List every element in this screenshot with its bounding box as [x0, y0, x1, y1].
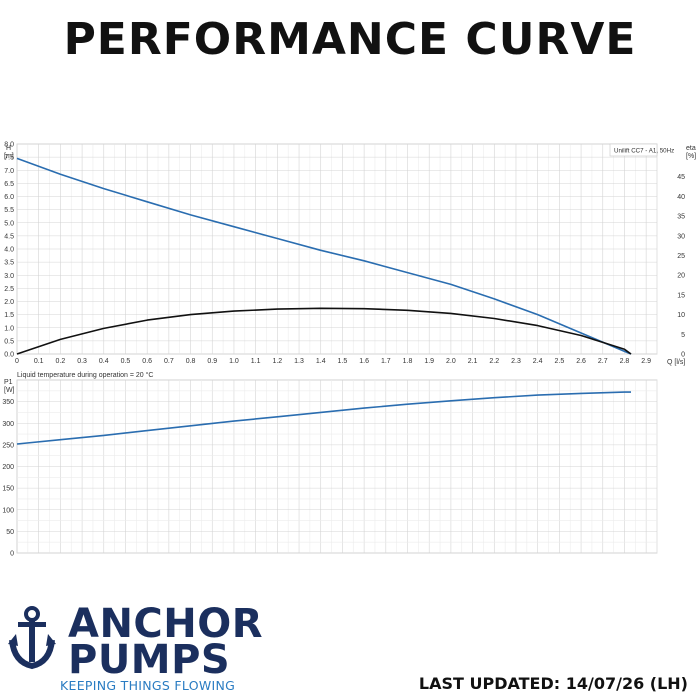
y-tick-label: 3.0 — [4, 273, 14, 280]
x-tick-label: 2.7 — [598, 358, 608, 365]
y-tick-label: 0.5 — [4, 338, 14, 345]
anchor-icon — [8, 606, 56, 670]
y-axis-label-h: H — [6, 145, 11, 152]
top-chart-series — [16, 157, 632, 355]
brand-name-line-1: ANCHOR — [68, 601, 264, 647]
x-tick-label: 0.8 — [186, 358, 196, 365]
y-tick-label: 50 — [6, 529, 14, 536]
y-tick-label: 8.0 — [4, 142, 14, 149]
x-axis-label-q: Q [l/s] — [667, 359, 685, 366]
y-tick-label: 150 — [2, 486, 14, 493]
x-tick-label: 1.1 — [251, 358, 261, 365]
x-tick-label: 1.3 — [294, 358, 304, 365]
y-axis-right-unit: [%] — [686, 153, 696, 160]
y-right-tick-label: 0 — [681, 352, 685, 359]
top-x-tick-labels: 0 0.1 0.2 0.3 0.4 0.5 0.6 0.7 0.8 0.9 1.0 1.1 1.2 1.3… — [15, 358, 651, 365]
y-right-tick-label: 15 — [677, 292, 685, 299]
x-tick-label: 0.5 — [121, 358, 131, 365]
bottom-chart-grid — [16, 380, 658, 554]
x-tick-label: 0.1 — [34, 358, 44, 365]
x-tick-label: 2.4 — [533, 358, 543, 365]
y-right-tick-label: 30 — [677, 233, 685, 240]
y-tick-label: 6.0 — [4, 194, 14, 201]
y-tick-label: 5.0 — [4, 220, 14, 227]
y-tick-label: 7.0 — [4, 168, 14, 175]
y-tick-label: 100 — [2, 507, 14, 514]
x-tick-label: 1.8 — [403, 358, 413, 365]
y-tick-label: 0 — [10, 551, 14, 558]
x-tick-label: 1.6 — [359, 358, 369, 365]
head-efficiency-chart: 0 0.1 0.2 0.3 0.4 0.5 0.6 0.7 0.8 0.9 1.0 1.1 1.2 1.3… — [4, 142, 696, 367]
y-tick-label: 3.5 — [4, 260, 14, 267]
head-curve — [16, 157, 632, 355]
y-right-tick-label: 25 — [677, 253, 685, 260]
x-tick-label: 1.2 — [272, 358, 282, 365]
y-tick-label: 7.5 — [4, 155, 14, 162]
x-tick-label: 2.0 — [446, 358, 456, 365]
anchor-pumps-logo: ANCHOR PUMPS KEEPING THINGS FLOWING — [8, 604, 263, 694]
x-tick-label: 2.9 — [641, 358, 651, 365]
x-tick-label: 1.5 — [338, 358, 348, 365]
x-tick-label: 2.2 — [489, 358, 499, 365]
power-curve — [16, 391, 631, 445]
y-tick-label: 200 — [2, 464, 14, 471]
efficiency-curve — [16, 307, 632, 355]
y-axis-unit-w: [W] — [4, 387, 15, 394]
y-axis-unit-m: [m] — [4, 153, 14, 160]
y-tick-label: 6.5 — [4, 181, 14, 188]
y-right-tick-label: 40 — [677, 194, 685, 201]
y-right-tick-label: 45 — [677, 174, 685, 181]
top-chart-grid — [16, 143, 658, 355]
y-tick-label: 4.0 — [4, 247, 14, 254]
brand-name-line-2: PUMPS — [68, 637, 231, 683]
bottom-chart-series — [16, 391, 631, 445]
last-updated-text: LAST UPDATED: 14/07/26 (LH) — [418, 674, 688, 693]
legend-box — [609, 143, 658, 157]
x-tick-label: 2.3 — [511, 358, 521, 365]
top-y-tick-labels: 0.0 0.5 1.0 1.5 2.0 2.5 3.0 3.5 4.0 4.5 5.0 5.5 6.0 6… — [4, 142, 14, 359]
y-tick-label: 5.5 — [4, 207, 14, 214]
y-axis-label-p1: P1 — [4, 379, 13, 386]
x-tick-label: 2.1 — [468, 358, 478, 365]
legend-text: Unilift CC7 - A1, 50Hz — [614, 148, 674, 155]
x-tick-label: 2.5 — [555, 358, 565, 365]
power-chart: 0 50 100 150 200 250 300 350 P1 [W] — [2, 379, 658, 558]
y-right-tick-label: 35 — [677, 214, 685, 221]
x-tick-label: 1.9 — [424, 358, 434, 365]
brand-tagline: KEEPING THINGS FLOWING — [60, 678, 236, 693]
y-tick-label: 4.5 — [4, 233, 14, 240]
y-tick-label: 300 — [2, 421, 14, 428]
y-tick-label: 250 — [2, 442, 14, 449]
y-tick-label: 2.5 — [4, 286, 14, 293]
x-tick-label: 0.6 — [142, 358, 152, 365]
x-tick-label: 0.3 — [77, 358, 87, 365]
y-axis-right-label-eta: eta — [686, 145, 696, 152]
x-tick-label: 0.4 — [99, 358, 109, 365]
x-tick-label: 0.9 — [207, 358, 217, 365]
y-tick-label: 1.0 — [4, 325, 14, 332]
y-tick-label: 1.5 — [4, 312, 14, 319]
y-tick-label: 2.0 — [4, 299, 14, 306]
top-right-tick-labels: 0 5 10 15 20 25 30 35 40 45 — [677, 174, 685, 358]
x-tick-label: 1.7 — [381, 358, 391, 365]
y-right-tick-label: 5 — [681, 332, 685, 339]
x-tick-label: 1.0 — [229, 358, 239, 365]
x-tick-label: 0 — [15, 358, 19, 365]
bottom-y-tick-labels: 0 50 100 150 200 250 300 350 — [2, 399, 14, 557]
x-tick-label: 0.2 — [56, 358, 66, 365]
y-tick-label: 350 — [2, 399, 14, 406]
x-tick-label: 0.7 — [164, 358, 174, 365]
y-tick-label: 0.0 — [4, 352, 14, 359]
page-title: PERFORMANCE CURVE — [63, 14, 637, 65]
x-tick-label: 2.6 — [576, 358, 586, 365]
liquid-temperature-note: Liquid temperature during operation = 20… — [17, 371, 153, 379]
y-right-tick-label: 20 — [677, 273, 685, 280]
x-tick-label: 2.8 — [620, 358, 630, 365]
x-tick-label: 1.4 — [316, 358, 326, 365]
y-right-tick-label: 10 — [677, 312, 685, 319]
